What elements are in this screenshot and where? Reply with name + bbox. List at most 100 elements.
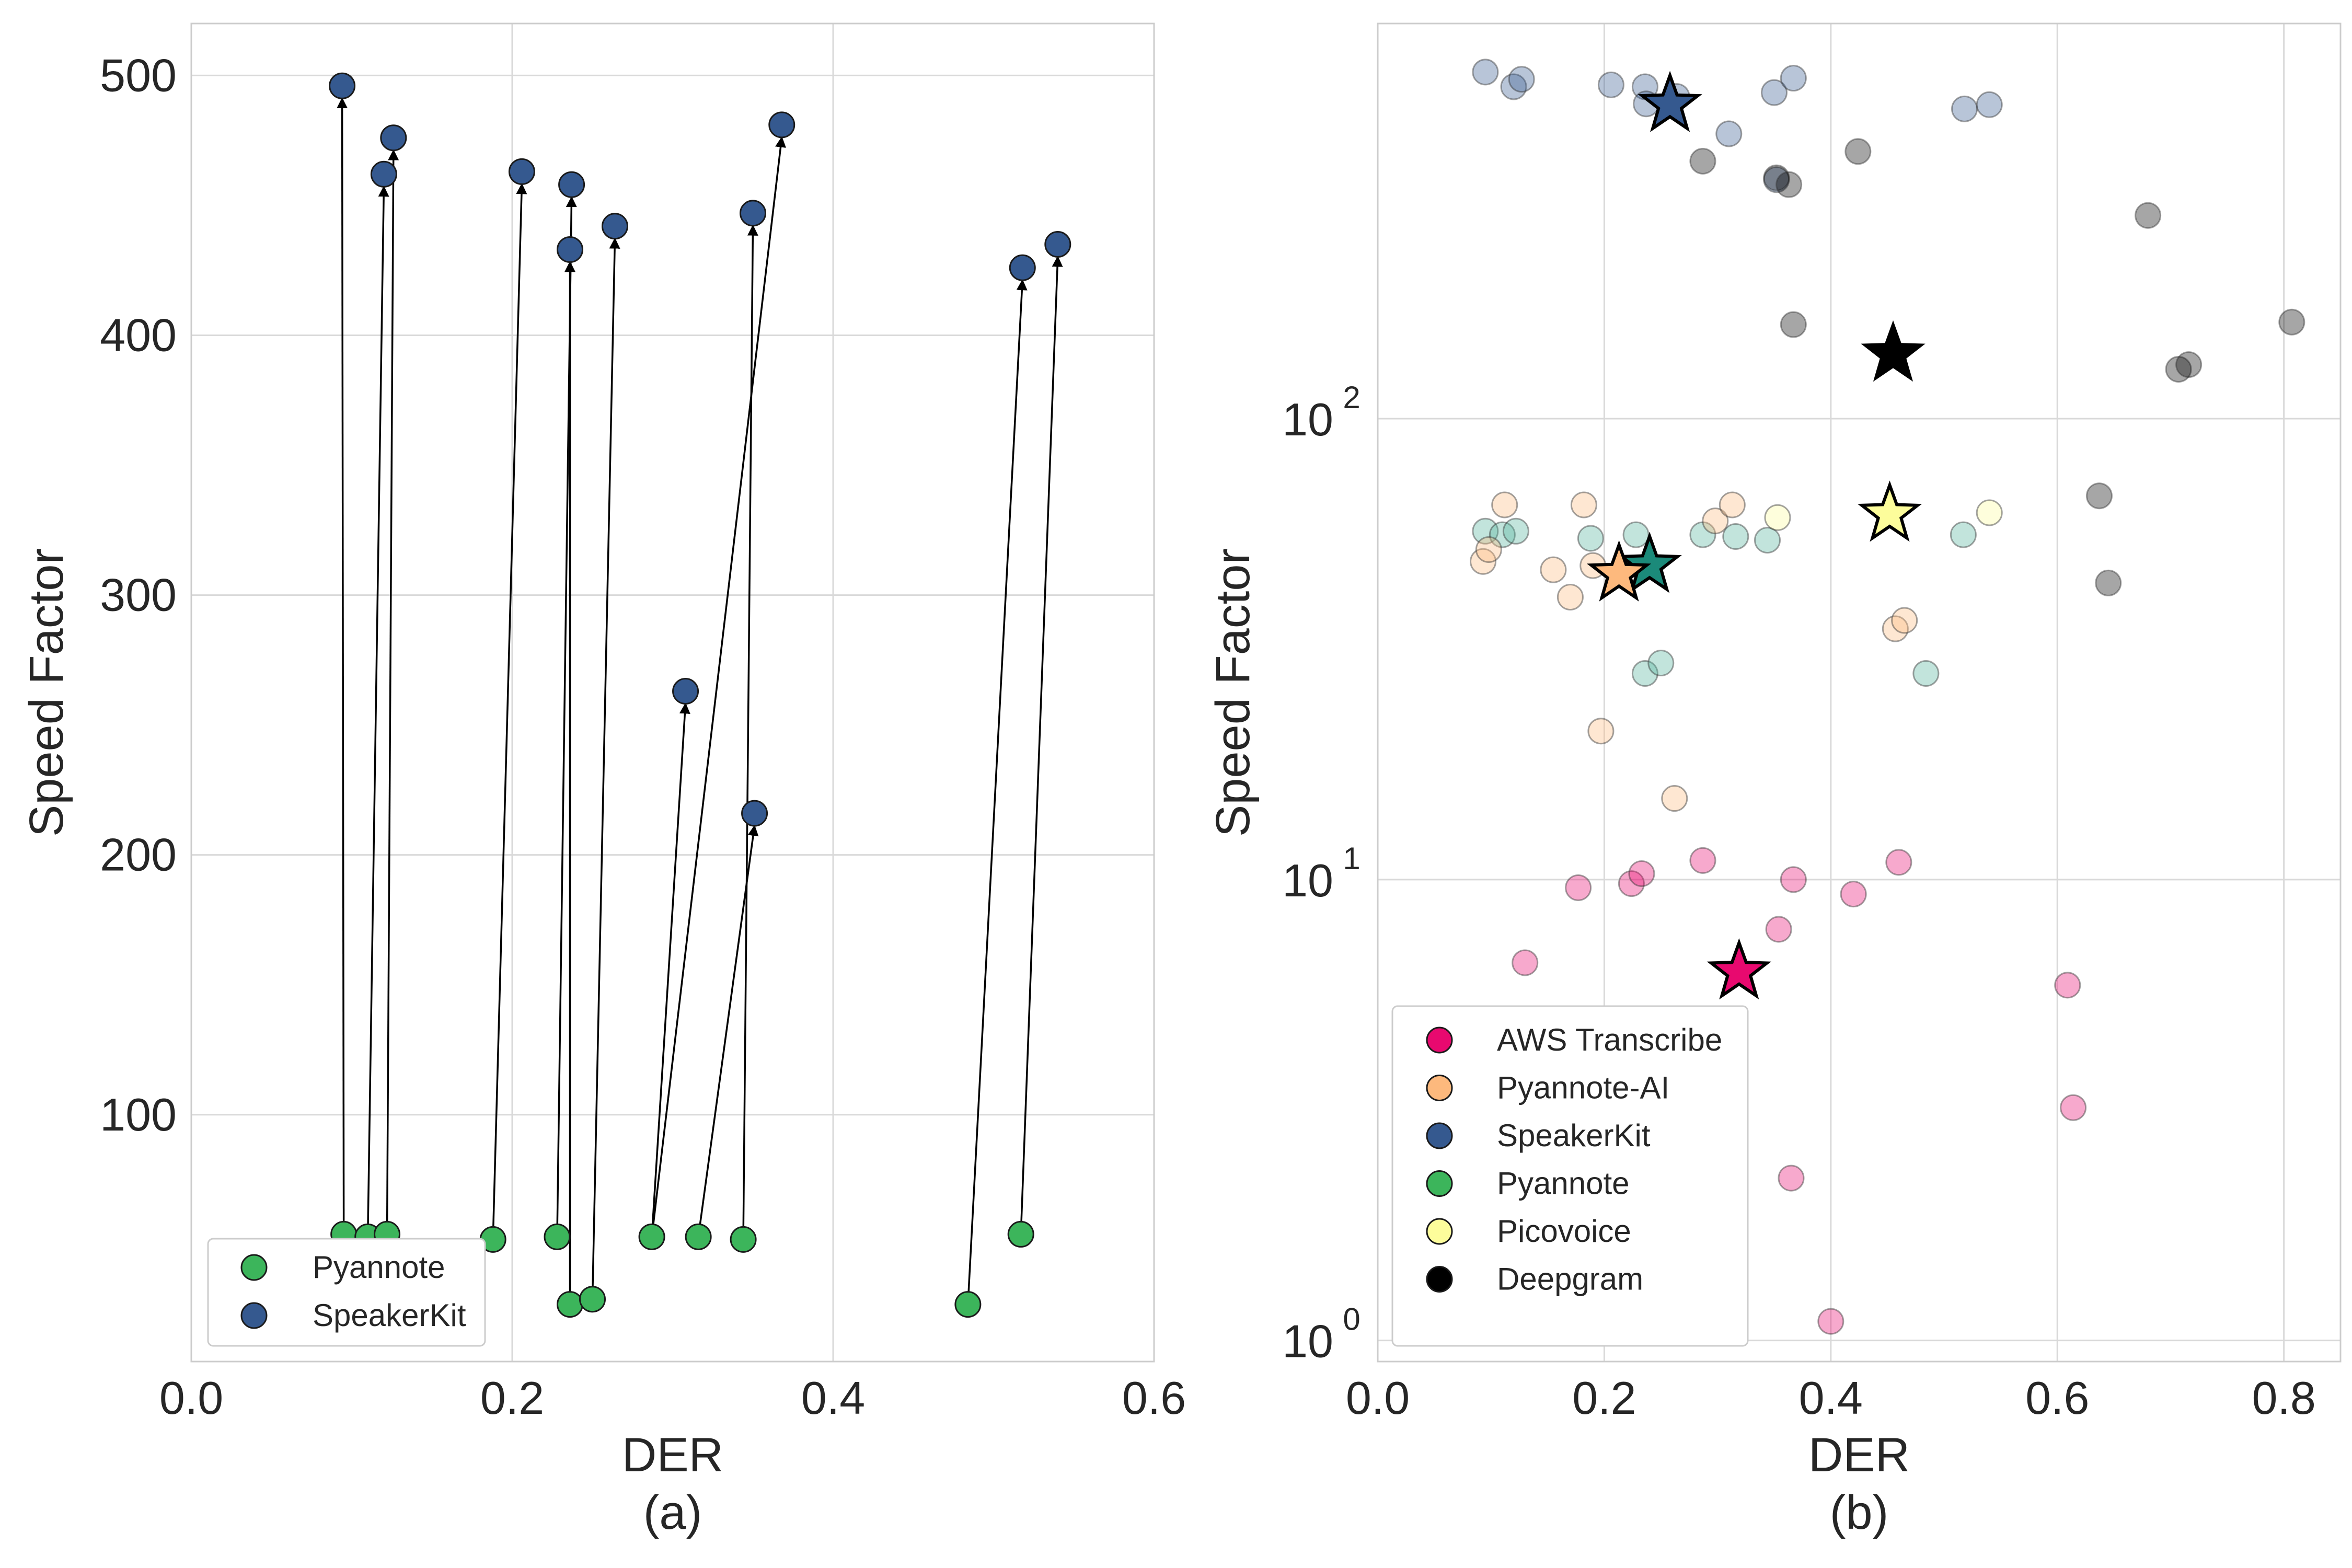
- change-arrow: [651, 702, 690, 1237]
- point-pyannote: [1722, 523, 1749, 550]
- point-pyannote: [1689, 521, 1716, 548]
- point-pyannote: [1622, 521, 1650, 548]
- x-tick-label: 0.8: [2252, 1372, 2315, 1424]
- point-pyannote-ai: [1470, 548, 1497, 575]
- legend-label: AWS Transcribe: [1497, 1022, 1722, 1057]
- point-speakerkit: [1508, 66, 1535, 93]
- point-speakerkit: [1472, 59, 1499, 86]
- mean-star-deepgram: [1861, 320, 1926, 382]
- point-speakerkit: [1597, 71, 1624, 98]
- point-pyannote: [685, 1223, 712, 1250]
- mean-star-pyannote-ai: [1586, 540, 1652, 602]
- legend-label: Pyannote: [313, 1250, 445, 1285]
- change-arrow: [337, 97, 348, 1235]
- point-aws-transcribe: [1780, 866, 1807, 893]
- change-arrow: [651, 136, 786, 1237]
- point-pyannote: [557, 1291, 584, 1318]
- point-aws-transcribe: [1628, 860, 1655, 887]
- change-arrow: [697, 825, 759, 1237]
- point-speakerkit: [380, 124, 407, 152]
- point-aws-transcribe: [1778, 1165, 1805, 1192]
- y-axis-label: Speed Factor: [1206, 548, 1260, 837]
- x-axis-label: DER: [1808, 1428, 1910, 1482]
- legend-marker: [240, 1302, 268, 1329]
- panel-b: 0.0 0.2 0.4 0.6 0.8 10 0 10 1 10 2 DER(b) Speed Fact…: [1206, 22, 2342, 1539]
- legend-marker: [1426, 1218, 1453, 1245]
- x-tick-label: 0.0: [159, 1372, 223, 1424]
- point-aws-transcribe: [1840, 881, 1867, 908]
- point-speakerkit: [741, 800, 768, 827]
- x-tick-label: 0.4: [1799, 1372, 1863, 1424]
- point-speakerkit: [558, 171, 585, 198]
- y-tick-label: 100: [100, 1089, 177, 1140]
- point-speakerkit: [768, 111, 795, 139]
- point-deepgram: [1780, 311, 1807, 338]
- point-pyannote-ai: [1702, 508, 1729, 535]
- legend-label: Pyannote-AI: [1497, 1070, 1669, 1105]
- panel-a: 0.0 0.2 0.4 0.6 100 200 300 400 500 DER(a) Speed F…: [20, 22, 1186, 1539]
- plot-frame: [1377, 22, 2342, 1363]
- legend-marker: [1426, 1075, 1453, 1101]
- change-arrow: [492, 183, 527, 1240]
- point-speakerkit: [329, 72, 356, 99]
- point-deepgram: [2135, 202, 2162, 229]
- point-pyannote: [954, 1291, 982, 1318]
- legend-label: Picovoice: [1497, 1214, 1631, 1249]
- legend-label: Deepgram: [1497, 1262, 1643, 1297]
- point-speakerkit: [1951, 95, 1978, 122]
- point-speakerkit: [1715, 120, 1743, 147]
- y-tick-exponent: 2: [1343, 380, 1360, 415]
- point-speakerkit: [508, 158, 535, 185]
- change-arrow: [967, 279, 1028, 1305]
- legend-box: [1391, 1005, 1749, 1347]
- legend-label: SpeakerKit: [313, 1298, 466, 1333]
- point-deepgram: [2165, 355, 2192, 383]
- mean-star-speakerkit: [1638, 71, 1702, 132]
- panel-label: (b): [1830, 1486, 1888, 1539]
- point-speakerkit: [370, 160, 397, 188]
- legend-label: SpeakerKit: [1497, 1118, 1651, 1153]
- point-pyannote: [1647, 650, 1675, 677]
- x-axis-label: DER: [622, 1428, 723, 1482]
- point-speakerkit: [1760, 79, 1788, 106]
- point-pyannote: [544, 1223, 571, 1250]
- point-speakerkit: [557, 236, 584, 263]
- point-speakerkit: [1780, 65, 1807, 92]
- point-picovoice: [1764, 504, 1791, 531]
- point-pyannote: [1912, 660, 1940, 687]
- y-tick-label: 400: [100, 309, 177, 361]
- y-tick-exponent: 0: [1343, 1302, 1360, 1337]
- point-speakerkit: [1500, 73, 1527, 100]
- point-deepgram: [1689, 147, 1716, 175]
- y-tick-exponent: 1: [1343, 841, 1360, 876]
- legend-label: Pyannote: [1497, 1166, 1630, 1201]
- point-pyannote-ai: [1475, 536, 1502, 563]
- y-tick-label: 300: [100, 569, 177, 621]
- point-pyannote-ai: [1540, 556, 1567, 583]
- x-tick-label: 0.2: [1572, 1372, 1636, 1424]
- point-aws-transcribe: [1512, 949, 1539, 976]
- change-arrow: [386, 149, 399, 1235]
- panel-label: (a): [643, 1486, 702, 1539]
- mean-star-pyannote: [1617, 532, 1682, 593]
- point-aws-transcribe: [1689, 847, 1716, 874]
- point-deepgram: [1844, 138, 1872, 165]
- point-speakerkit: [672, 678, 699, 705]
- point-pyannote-ai: [1491, 491, 1518, 518]
- point-pyannote-ai: [1557, 583, 1584, 610]
- point-picovoice: [1976, 499, 2003, 526]
- x-tick-label: 0.6: [1122, 1372, 1186, 1424]
- x-tick-label: 0.4: [801, 1372, 865, 1424]
- point-aws-transcribe: [1565, 874, 1592, 901]
- point-deepgram: [1763, 164, 1790, 191]
- point-speakerkit: [1044, 231, 1071, 258]
- x-tick-label: 0.6: [2025, 1372, 2089, 1424]
- change-arrow: [1020, 256, 1063, 1235]
- y-tick-base: 10: [1282, 855, 1333, 906]
- point-speakerkit: [1976, 91, 2003, 118]
- y-tick-label: 200: [100, 829, 177, 881]
- point-pyannote-ai: [1570, 491, 1597, 518]
- change-arrow: [591, 237, 620, 1299]
- x-tick-label: 0.2: [480, 1372, 544, 1424]
- legend-marker: [1426, 1170, 1453, 1197]
